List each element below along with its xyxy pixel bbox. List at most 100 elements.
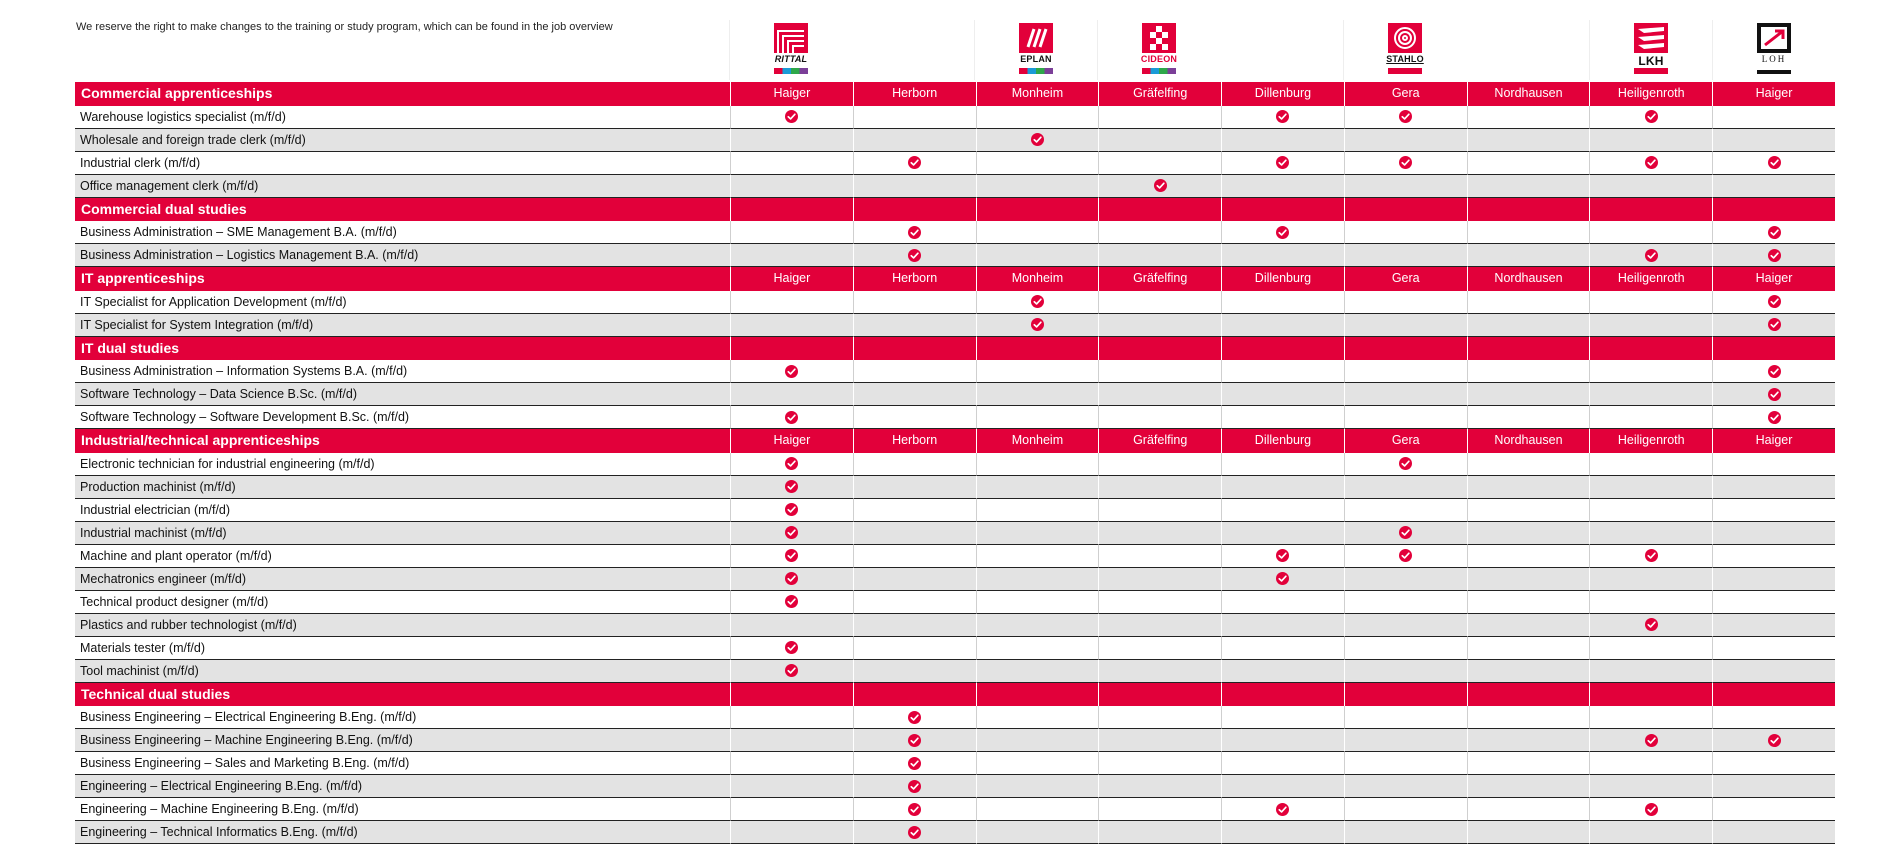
location-cell (1712, 105, 1835, 129)
location-cell (975, 128, 1099, 152)
location-header (1221, 197, 1344, 221)
location-header: Gera (1343, 429, 1467, 453)
location-cell (730, 360, 853, 383)
location-cell (1221, 313, 1344, 337)
check-icon (1767, 248, 1781, 262)
location-header: Herborn (852, 82, 976, 106)
location-cell (1098, 475, 1222, 499)
location-cell (730, 752, 853, 775)
program-row: Engineering – Technical Informatics B.En… (75, 821, 1835, 844)
program-label: IT Specialist for System Integration (m/… (75, 314, 730, 337)
program-label: Mechatronics engineer (m/f/d) (75, 568, 730, 591)
location-cell (975, 498, 1099, 522)
check-icon (1276, 549, 1290, 562)
location-cell (975, 613, 1099, 637)
location-cell (1466, 636, 1590, 660)
location-cell (1343, 128, 1467, 152)
location-cell (975, 659, 1099, 683)
location-header: Nordhausen (1466, 82, 1590, 106)
check-icon (1767, 364, 1781, 378)
location-cell (1221, 128, 1344, 152)
location-cell (1466, 659, 1590, 683)
location-cell (1098, 590, 1222, 614)
location-cell (1343, 636, 1467, 660)
location-header: Nordhausen (1466, 429, 1590, 453)
check-icon (785, 457, 799, 470)
location-cell (1589, 313, 1713, 337)
location-cell (1712, 706, 1835, 729)
location-header (975, 682, 1099, 706)
check-icon (785, 641, 799, 654)
location-header (1712, 197, 1835, 221)
location-cell (852, 221, 976, 244)
check-icon (1767, 225, 1781, 239)
location-header: Haiger (1712, 267, 1835, 291)
program-row: Office management clerk (m/f/d) (75, 174, 1835, 198)
location-header: Haiger (730, 267, 853, 291)
section-header: IT dual studies (75, 336, 1835, 360)
program-row: Technical product designer (m/f/d) (75, 590, 1835, 614)
location-cell (1712, 590, 1835, 614)
location-cell (1221, 383, 1344, 406)
location-cell (730, 452, 853, 476)
location-cell (1712, 798, 1835, 821)
location-cell (1343, 752, 1467, 775)
location-cell (852, 706, 976, 729)
section-title: IT apprenticeships (81, 270, 205, 286)
location-cell (1343, 105, 1467, 129)
location-cell (852, 313, 976, 337)
location-header: Haiger (1712, 429, 1835, 453)
program-row: Tool machinist (m/f/d) (75, 659, 1835, 683)
location-cell (1712, 475, 1835, 499)
program-label: Software Technology – Software Developme… (75, 406, 730, 429)
location-cell (975, 313, 1099, 337)
location-header (1221, 336, 1344, 360)
location-header: Haiger (730, 82, 853, 106)
check-icon (908, 156, 922, 169)
loh-services-logo: LOH (1712, 20, 1835, 80)
location-cell (1712, 752, 1835, 775)
location-cell (852, 151, 976, 175)
program-label: Production machinist (m/f/d) (75, 476, 730, 499)
location-header: Monheim (975, 267, 1099, 291)
check-icon (908, 248, 922, 262)
location-cell (1343, 706, 1467, 729)
location-cell (1098, 105, 1222, 129)
location-header: Herborn (852, 429, 976, 453)
check-icon (1644, 248, 1658, 262)
location-cell (1221, 729, 1344, 752)
location-header (730, 197, 853, 221)
location-cell (1712, 821, 1835, 844)
location-header: Monheim (975, 429, 1099, 453)
check-icon (785, 110, 799, 123)
check-icon (1644, 156, 1658, 169)
location-cell (852, 406, 976, 429)
location-cell (852, 567, 976, 591)
location-cell (1221, 636, 1344, 660)
location-cell (1098, 452, 1222, 476)
section-title: Industrial/technical apprenticeships (81, 432, 320, 448)
program-label: Engineering – Technical Informatics B.En… (75, 821, 730, 844)
rittal-wordmark: RITTAL (774, 54, 808, 64)
location-cell (975, 406, 1099, 429)
check-icon (1276, 156, 1290, 169)
location-cell (1098, 798, 1222, 821)
location-cell (852, 105, 976, 129)
stahlo-logo: STAHLO (1343, 20, 1466, 80)
program-label: Business Administration – SME Management… (75, 221, 730, 244)
location-cell (1343, 244, 1467, 267)
location-cell (1221, 544, 1344, 568)
location-cell (852, 452, 976, 476)
location-cell (1343, 406, 1467, 429)
location-cell (1343, 659, 1467, 683)
location-cell (1098, 706, 1222, 729)
program-label: Machine and plant operator (m/f/d) (75, 545, 730, 568)
location-cell (1589, 498, 1713, 522)
location-header: Monheim (975, 82, 1099, 106)
location-cell (1098, 290, 1222, 314)
location-cell (975, 475, 1099, 499)
location-cell (1466, 313, 1590, 337)
location-cell (1589, 521, 1713, 545)
location-cell (852, 775, 976, 798)
cideon-color-bar (1142, 68, 1176, 74)
